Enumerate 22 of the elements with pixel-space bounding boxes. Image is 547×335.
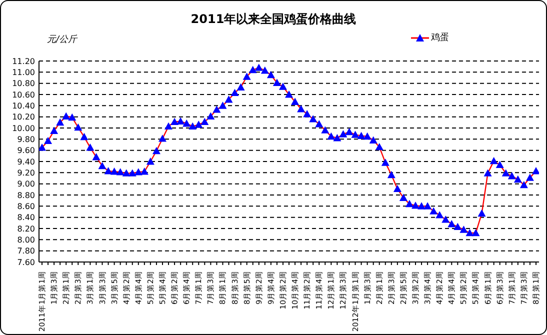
y-axis-title: 元/公斤 bbox=[47, 34, 78, 46]
y-tick-label: 8.40 bbox=[17, 213, 35, 222]
y-tick-label: 8.60 bbox=[17, 202, 35, 212]
y-tick-label: 10.40 bbox=[12, 102, 35, 111]
y-tick-label: 9.20 bbox=[17, 168, 35, 178]
y-tick-label: 8.20 bbox=[17, 224, 35, 234]
y-tick-label: 8.00 bbox=[17, 236, 35, 245]
chart-title: 2011年以来全国鸡蛋价格曲线 bbox=[190, 11, 358, 28]
y-tick-label: 7.80 bbox=[17, 246, 35, 256]
y-tick-label: 8.80 bbox=[17, 190, 35, 200]
y-tick-label: 10.80 bbox=[12, 79, 35, 88]
y-tick-label: 9.80 bbox=[17, 135, 35, 144]
y-tick-label: 9.40 bbox=[17, 157, 35, 166]
y-tick-label: 11.20 bbox=[12, 56, 35, 66]
y-tick-label: 10.60 bbox=[12, 90, 35, 100]
y-tick-label: 11.00 bbox=[12, 68, 35, 78]
legend-label: 鸡蛋 bbox=[431, 32, 449, 44]
y-tick-label: 9.60 bbox=[17, 146, 35, 156]
y-tick-label: 10.20 bbox=[12, 112, 35, 122]
y-tick-label: 7.60 bbox=[17, 258, 35, 267]
y-tick-label: 10.00 bbox=[12, 124, 35, 133]
y-tick-label: 9.00 bbox=[17, 180, 35, 189]
